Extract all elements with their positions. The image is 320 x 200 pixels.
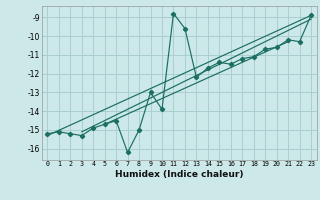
X-axis label: Humidex (Indice chaleur): Humidex (Indice chaleur) bbox=[115, 170, 244, 179]
